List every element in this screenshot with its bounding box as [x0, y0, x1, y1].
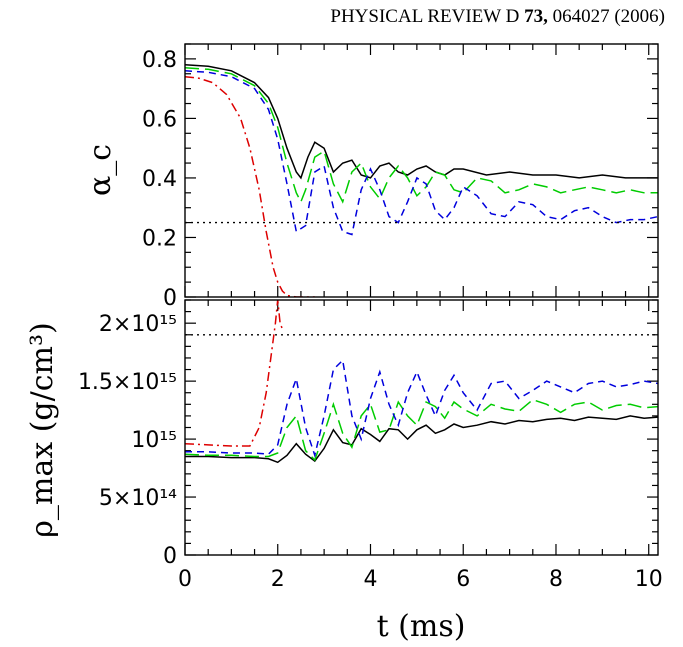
y-tick-label: 10¹⁵: [131, 428, 177, 453]
plot-frame: [184, 299, 659, 556]
y-tick-label: 0.8: [142, 48, 177, 73]
axis-labels: α_c ρ_max (g/cm³) t (ms): [25, 144, 465, 644]
x-tick-label: 4: [363, 567, 377, 592]
y-tick-label: 2×10¹⁵: [99, 312, 177, 337]
series-line-solid: [185, 415, 658, 464]
y-tick-label: 5×10¹⁴: [99, 486, 177, 511]
y-tick-label: 0.6: [142, 107, 177, 132]
article-number: 064027 (2006): [547, 6, 665, 27]
y-axis-label-top: α_c: [83, 144, 118, 196]
y-tick-label: 0: [163, 286, 177, 311]
plot-frame: [184, 43, 659, 298]
y-tick-label: 0.2: [142, 226, 177, 251]
y-tick-label: 1.5×10¹⁵: [78, 370, 177, 395]
y-axis-label-bottom: ρ_max (g/cm³): [25, 322, 60, 537]
x-tick-label: 0: [178, 567, 192, 592]
series-line-short-dash: [185, 358, 658, 459]
x-axis-label: t (ms): [377, 609, 466, 644]
alpha-c-panel: 0 0.2 0.4 0.6 0.8: [142, 43, 659, 311]
x-tick-label: 10: [635, 567, 663, 592]
x-tick-label: 8: [549, 567, 563, 592]
y-tick-label: 0.4: [142, 167, 177, 192]
series-line-solid: [185, 64, 658, 180]
rho-max-panel: 0 5×10¹⁴ 10¹⁵ 1.5×10¹⁵ 2×10¹⁵ 0 2 4 6 8 10: [78, 299, 663, 592]
x-tick-label: 2: [271, 567, 285, 592]
y-tick-label: 0: [163, 544, 177, 569]
series-line-long-dash: [185, 67, 658, 204]
series-line-long-dash: [185, 398, 658, 462]
series-line-dash-dot: [185, 75, 315, 297]
series-line-dash-dot: [185, 300, 284, 447]
series-line-short-dash: [185, 70, 658, 236]
x-tick-label: 6: [456, 567, 470, 592]
journal-name: PHYSICAL REVIEW D: [330, 6, 525, 27]
journal-volume: 73,: [524, 6, 548, 27]
journal-header: PHYSICAL REVIEW D 73, 064027 (2006): [330, 6, 665, 28]
